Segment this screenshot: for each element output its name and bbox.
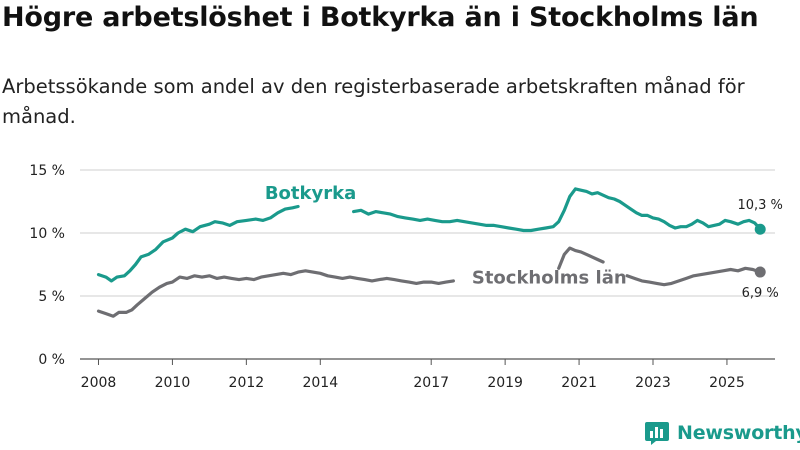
series-line [557,246,605,270]
grid-lines [80,169,775,360]
x-tick-label: 2023 [635,375,671,391]
chart-title: Högre arbetslöshet i Botkyrka än i Stock… [2,2,759,33]
series-end-value-label: 10,3 % [737,198,782,213]
x-tick-label: 2019 [487,375,523,391]
axis-ticks: 0 % 5 % 10 % 15 % 2008 2010 2012 2014 2017 2019 20… [29,163,744,391]
y-tick-label: 10 % [29,226,65,242]
series-line [96,204,300,283]
series-end-point [754,223,766,235]
series-lines [96,187,766,318]
series-end-value-label: 6,9 % [742,286,779,301]
line-chart: 0 % 5 % 10 % 15 % 2008 2010 2012 2014 2017 2019 20… [29,163,783,391]
y-tick-label: 15 % [29,163,65,179]
series-line [352,187,762,233]
x-tick-label: 2014 [302,375,338,391]
x-tick-label: 2012 [229,375,265,391]
series-labels: 10,3 % 6,9 % Botkyrka Stockholms län [265,183,783,301]
series-label-stockholms-lan: Stockholms län [472,267,627,288]
y-tick-label: 0 % [38,352,65,368]
series-line [96,269,455,318]
x-tick-label: 2017 [413,375,449,391]
x-tick-label: 2008 [81,375,117,391]
brand-name: Newsworthy [677,422,800,444]
newsworthy-logo: Newsworthy [644,420,800,446]
x-tick-label: 2010 [155,375,191,391]
bar-chart-logo-icon [645,422,669,445]
series-label-botkyrka: Botkyrka [265,183,356,204]
chart-subtitle: Arbetssökande som andel av den registerb… [2,75,745,128]
x-tick-label: 2021 [561,375,597,391]
series-end-point [754,266,766,278]
x-tick-label: 2025 [709,375,745,391]
series-line [625,266,762,287]
y-tick-label: 5 % [38,289,65,305]
